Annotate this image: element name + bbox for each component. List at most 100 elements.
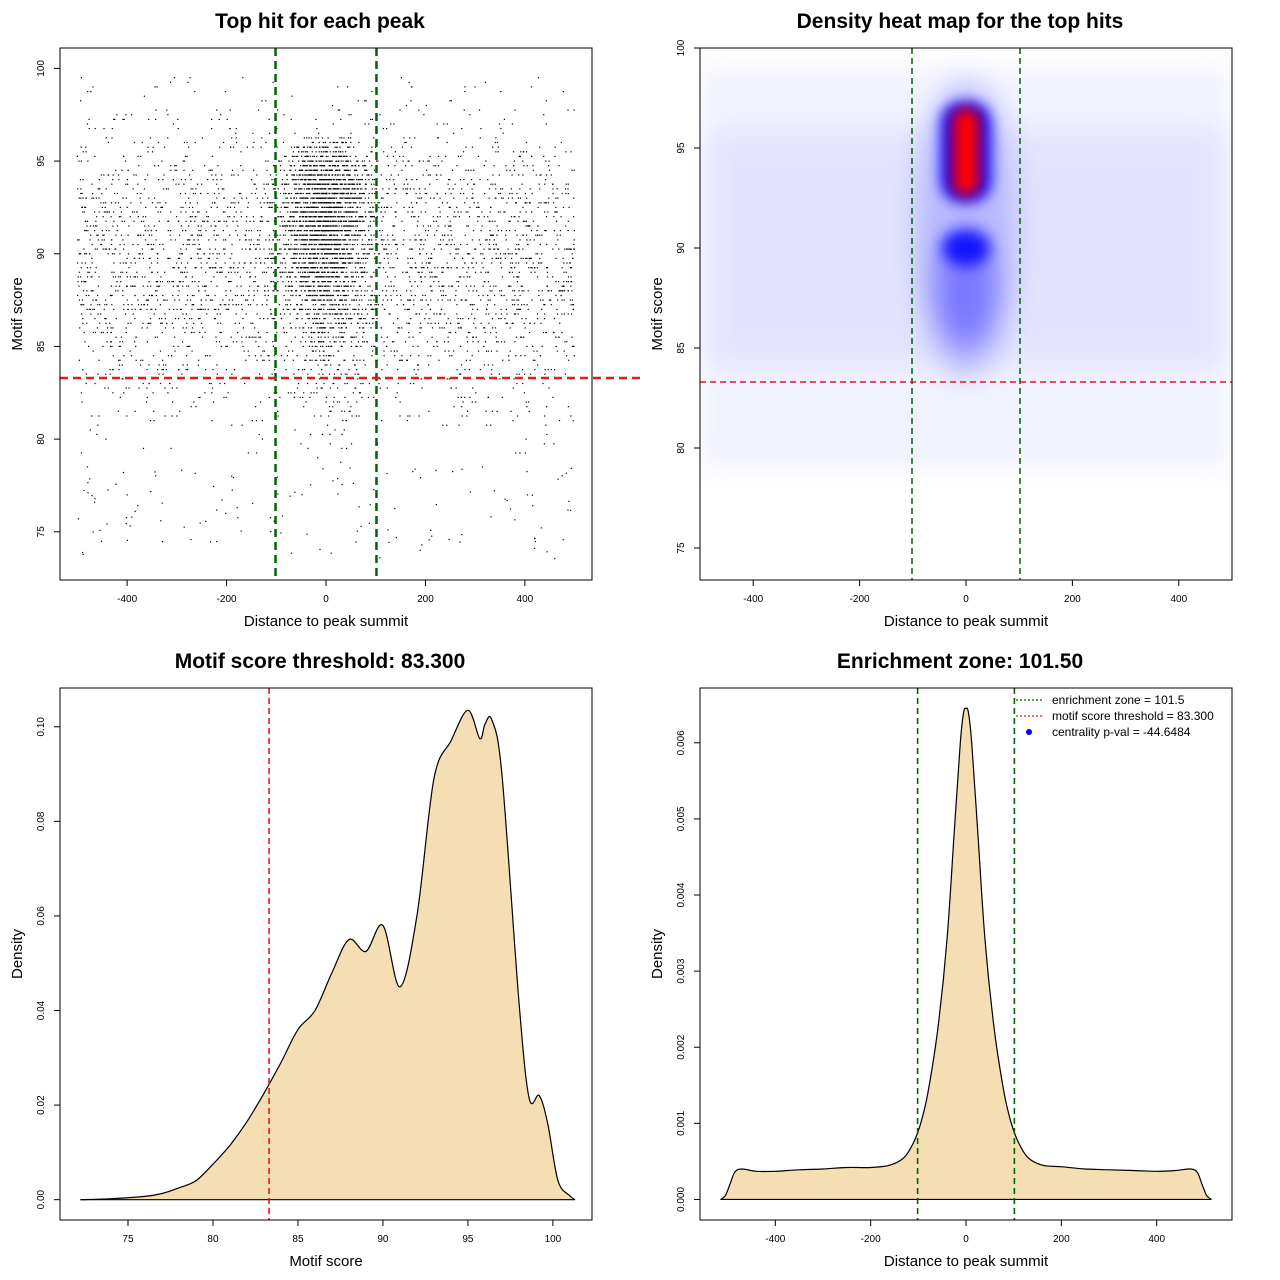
scatter-point bbox=[361, 396, 363, 398]
scatter-point bbox=[335, 197, 338, 199]
scatter-point bbox=[111, 183, 113, 185]
scatter-point bbox=[110, 285, 112, 287]
scatter-point bbox=[190, 188, 192, 190]
scatter-point bbox=[293, 234, 295, 236]
scatter-point bbox=[172, 294, 174, 297]
scatter-point bbox=[331, 239, 333, 241]
scatter-point bbox=[296, 248, 298, 250]
scatter-point bbox=[350, 141, 352, 144]
scatter-point bbox=[144, 230, 146, 232]
scatter-point bbox=[364, 243, 366, 246]
scatter-point bbox=[387, 234, 389, 236]
scatter-point bbox=[324, 230, 326, 232]
scatter-point bbox=[375, 146, 377, 148]
scatter-point bbox=[452, 169, 454, 171]
scatter-point bbox=[213, 318, 216, 320]
scatter-point bbox=[509, 350, 511, 352]
scatter-point bbox=[143, 95, 145, 97]
scatter-point bbox=[353, 220, 355, 222]
scatter-point bbox=[321, 206, 323, 208]
scatter-point bbox=[315, 382, 317, 385]
scatter-point bbox=[180, 206, 182, 208]
scatter-point bbox=[491, 290, 493, 292]
scatter-point bbox=[326, 160, 328, 162]
scatter-point bbox=[308, 243, 310, 246]
scatter-point bbox=[386, 253, 388, 255]
scatter-point bbox=[117, 290, 119, 292]
scatter-point bbox=[288, 350, 290, 352]
scatter-point bbox=[310, 174, 312, 176]
scatter-point bbox=[328, 206, 330, 208]
scatter-point bbox=[323, 299, 325, 301]
scatter-point bbox=[415, 239, 417, 241]
scatter-point bbox=[381, 243, 383, 246]
scatter-point bbox=[530, 230, 533, 232]
scatter-point bbox=[321, 294, 323, 297]
scatter-point bbox=[334, 230, 336, 232]
scatter-point bbox=[311, 174, 313, 176]
scatter-point bbox=[541, 290, 543, 292]
scatter-point bbox=[293, 165, 296, 167]
scatter-point bbox=[332, 257, 334, 259]
scatter-point bbox=[182, 230, 184, 232]
scatter-point bbox=[420, 299, 422, 301]
scatter-point bbox=[393, 267, 395, 269]
scatter-point bbox=[263, 248, 265, 250]
scatter-point bbox=[311, 141, 313, 144]
scatter-point bbox=[545, 174, 548, 176]
scatter-point bbox=[433, 220, 435, 222]
scatter-point bbox=[558, 281, 560, 283]
scatter-point bbox=[139, 197, 141, 199]
scatter-point bbox=[315, 299, 317, 301]
scatter-point bbox=[111, 271, 113, 273]
scatter-point bbox=[246, 216, 248, 218]
scatter-point bbox=[390, 285, 392, 287]
scatter-point bbox=[525, 318, 527, 320]
scatter-point bbox=[436, 345, 438, 347]
scatter-point bbox=[440, 239, 442, 241]
scatter-point bbox=[402, 243, 404, 246]
scatter-point bbox=[342, 220, 344, 222]
scatter-point bbox=[340, 373, 342, 375]
scatter-point bbox=[396, 304, 398, 306]
scatter-point bbox=[553, 230, 555, 232]
scatter-point bbox=[441, 271, 443, 273]
scatter-point bbox=[567, 406, 569, 408]
scatter-point bbox=[490, 424, 492, 426]
scatter-point bbox=[178, 369, 180, 371]
scatter-point bbox=[554, 146, 556, 148]
scatter-point bbox=[340, 151, 342, 153]
scatter-point bbox=[198, 281, 200, 283]
scatter-point bbox=[462, 257, 464, 259]
scatter-point bbox=[190, 257, 192, 259]
scatter-point bbox=[197, 308, 199, 310]
scatter-point bbox=[393, 179, 395, 181]
scatter-point bbox=[470, 304, 472, 306]
scatter-point bbox=[356, 271, 359, 273]
scatter-point bbox=[358, 179, 360, 181]
scatter-point bbox=[198, 230, 200, 232]
scatter-point bbox=[321, 243, 323, 246]
scatter-point bbox=[351, 257, 353, 259]
scatter-point bbox=[352, 271, 354, 273]
scatter-point bbox=[392, 234, 394, 236]
scatter-point bbox=[216, 183, 218, 185]
scatter-point bbox=[304, 239, 306, 241]
scatter-point bbox=[329, 234, 331, 236]
scatter-point bbox=[229, 216, 231, 218]
scatter-point bbox=[76, 155, 78, 157]
scatter-point bbox=[198, 248, 200, 250]
scatter-point bbox=[498, 373, 500, 375]
scatter-point bbox=[120, 211, 122, 213]
scatter-point bbox=[222, 211, 224, 213]
scatter-point bbox=[233, 197, 235, 199]
scatter-point bbox=[157, 141, 160, 144]
scatter-point bbox=[548, 169, 551, 171]
scatter-point bbox=[287, 392, 289, 394]
scatter-point bbox=[253, 294, 255, 297]
scatter-point bbox=[496, 248, 499, 250]
scatter-point bbox=[418, 188, 420, 190]
scatter-point bbox=[385, 271, 387, 273]
scatter-point bbox=[341, 257, 343, 259]
scatter-point bbox=[362, 243, 364, 246]
